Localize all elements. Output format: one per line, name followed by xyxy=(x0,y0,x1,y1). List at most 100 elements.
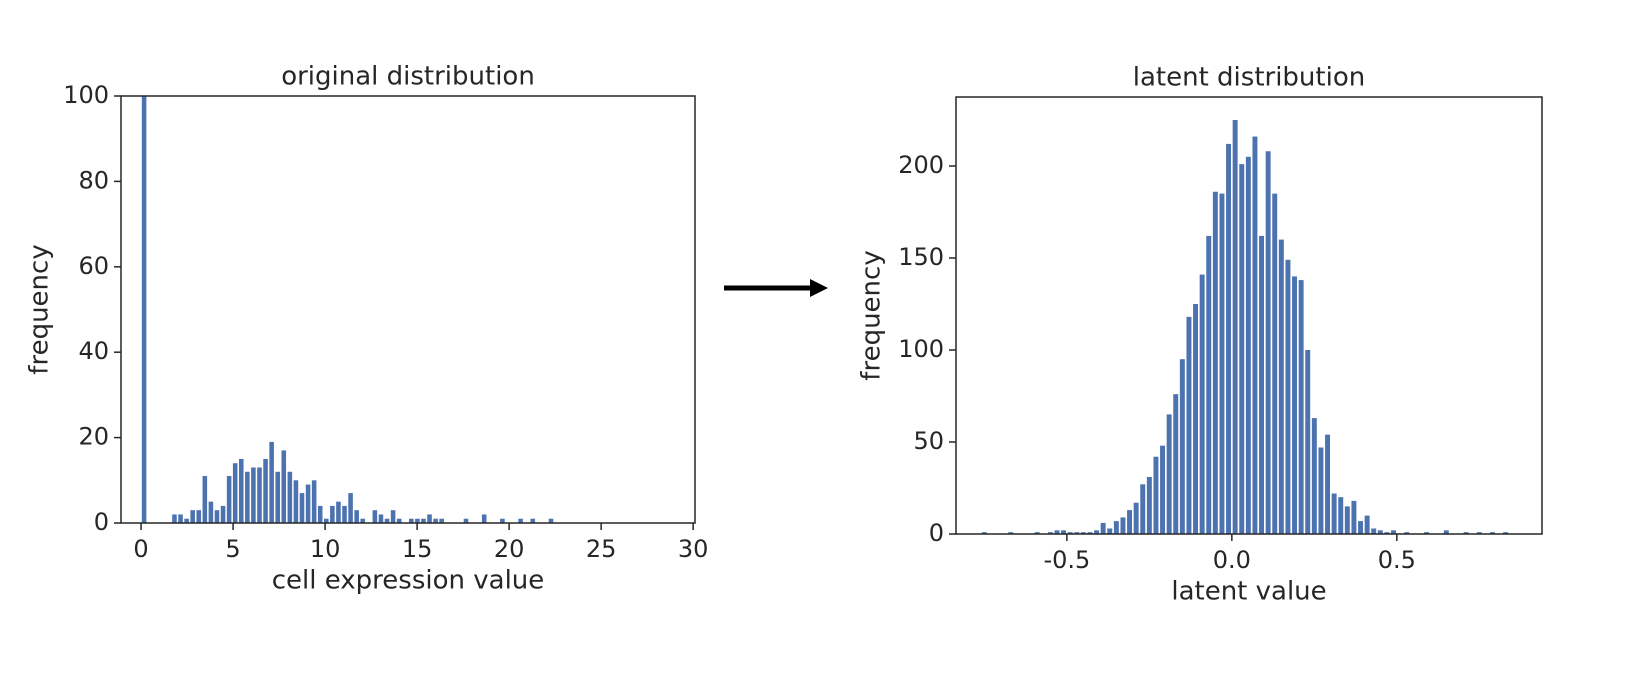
bar xyxy=(396,518,402,523)
bar xyxy=(238,458,244,523)
bar xyxy=(433,518,438,523)
bar xyxy=(1503,532,1509,534)
bar xyxy=(275,471,280,523)
x-tick-label: 10 xyxy=(310,535,341,563)
bar xyxy=(141,96,147,523)
bar xyxy=(1377,530,1383,534)
bar xyxy=(1054,530,1060,534)
bar xyxy=(354,510,359,523)
bar xyxy=(1107,528,1113,534)
bar xyxy=(1146,476,1152,534)
bar xyxy=(232,463,238,523)
bar xyxy=(214,510,220,523)
y-tick-label: 80 xyxy=(78,166,109,194)
bar xyxy=(330,505,335,523)
plot-frame xyxy=(955,96,1543,535)
bar xyxy=(305,484,311,523)
bar xyxy=(1160,445,1166,534)
bar xyxy=(1212,191,1218,534)
bar xyxy=(1463,532,1469,534)
bar xyxy=(530,518,536,523)
x-tick-label: 20 xyxy=(494,535,525,563)
x-tick-label: 30 xyxy=(678,535,709,563)
bar xyxy=(1391,530,1396,534)
bar xyxy=(518,518,523,523)
bar xyxy=(1199,274,1205,534)
bar xyxy=(281,450,287,523)
bar xyxy=(1325,434,1331,534)
bar xyxy=(360,518,366,523)
bar xyxy=(1239,164,1245,534)
bar xyxy=(1080,532,1086,534)
bar xyxy=(1292,276,1298,534)
bar xyxy=(287,471,293,523)
x-axis-label: cell expression value xyxy=(272,566,545,596)
bar xyxy=(1344,506,1350,534)
bar xyxy=(1133,502,1139,534)
x-tick-label: 5 xyxy=(225,535,240,563)
bar xyxy=(500,518,505,523)
bar xyxy=(427,514,432,523)
bar xyxy=(1193,304,1199,534)
bar xyxy=(1245,156,1251,534)
bar xyxy=(1140,484,1146,534)
bar xyxy=(172,514,177,523)
y-tick-label: 60 xyxy=(78,252,109,280)
bar xyxy=(311,480,317,523)
bar xyxy=(421,518,426,523)
bar xyxy=(263,458,268,523)
arrow-head xyxy=(810,279,828,297)
bar xyxy=(1364,515,1370,534)
y-axis-label: frequency xyxy=(857,250,887,380)
bar xyxy=(1166,414,1172,534)
bar xyxy=(1008,532,1014,534)
bar xyxy=(1094,530,1100,534)
bar xyxy=(1127,510,1133,534)
bar xyxy=(226,476,232,523)
bar xyxy=(1305,350,1311,534)
bar xyxy=(1179,359,1185,534)
bar xyxy=(202,476,208,523)
y-tick-label: 40 xyxy=(78,337,109,365)
bar xyxy=(1311,418,1317,534)
bar xyxy=(1490,532,1495,534)
bar xyxy=(372,510,378,523)
bar xyxy=(324,518,329,523)
x-tick-label: 15 xyxy=(402,535,433,563)
bar xyxy=(1424,532,1429,534)
bar xyxy=(190,510,195,523)
bar xyxy=(1338,497,1344,534)
bar xyxy=(1252,136,1258,534)
bar xyxy=(348,493,353,523)
x-tick-label: -0.5 xyxy=(1043,546,1090,574)
x-tick-label: 25 xyxy=(586,535,617,563)
bar xyxy=(220,505,226,523)
bar xyxy=(1331,493,1337,534)
bar xyxy=(257,467,262,523)
y-tick-label: 50 xyxy=(913,427,944,455)
y-tick-label: 0 xyxy=(94,508,109,536)
bar xyxy=(245,471,250,523)
bar xyxy=(1061,530,1067,534)
bar xyxy=(1384,532,1390,534)
bar xyxy=(1047,532,1053,534)
plot-frame xyxy=(120,95,696,524)
bar xyxy=(1298,280,1304,534)
bar xyxy=(299,493,305,523)
bar xyxy=(208,501,214,523)
bar xyxy=(439,518,444,523)
y-tick-label: 100 xyxy=(898,335,944,363)
bar xyxy=(1067,532,1073,534)
bar xyxy=(1443,530,1449,534)
bar xyxy=(1351,500,1357,534)
bar xyxy=(269,441,274,523)
bar xyxy=(1186,316,1192,534)
bar xyxy=(1232,120,1238,534)
bar xyxy=(1206,235,1212,534)
bar xyxy=(342,505,347,523)
bar xyxy=(251,467,256,523)
x-tick-label: 0.5 xyxy=(1378,546,1416,574)
bar xyxy=(184,518,189,523)
bar xyxy=(1265,151,1271,534)
